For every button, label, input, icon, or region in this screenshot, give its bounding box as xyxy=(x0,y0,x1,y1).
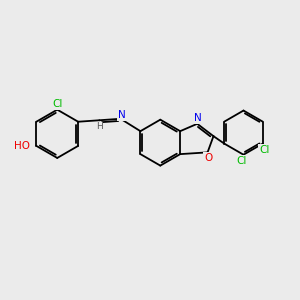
Text: Cl: Cl xyxy=(259,145,269,155)
Text: Cl: Cl xyxy=(237,156,247,166)
Text: N: N xyxy=(118,110,126,120)
Text: Cl: Cl xyxy=(52,99,62,110)
Text: HO: HO xyxy=(14,141,30,151)
Text: N: N xyxy=(194,113,202,124)
Text: O: O xyxy=(204,153,212,163)
Text: H: H xyxy=(96,122,103,131)
